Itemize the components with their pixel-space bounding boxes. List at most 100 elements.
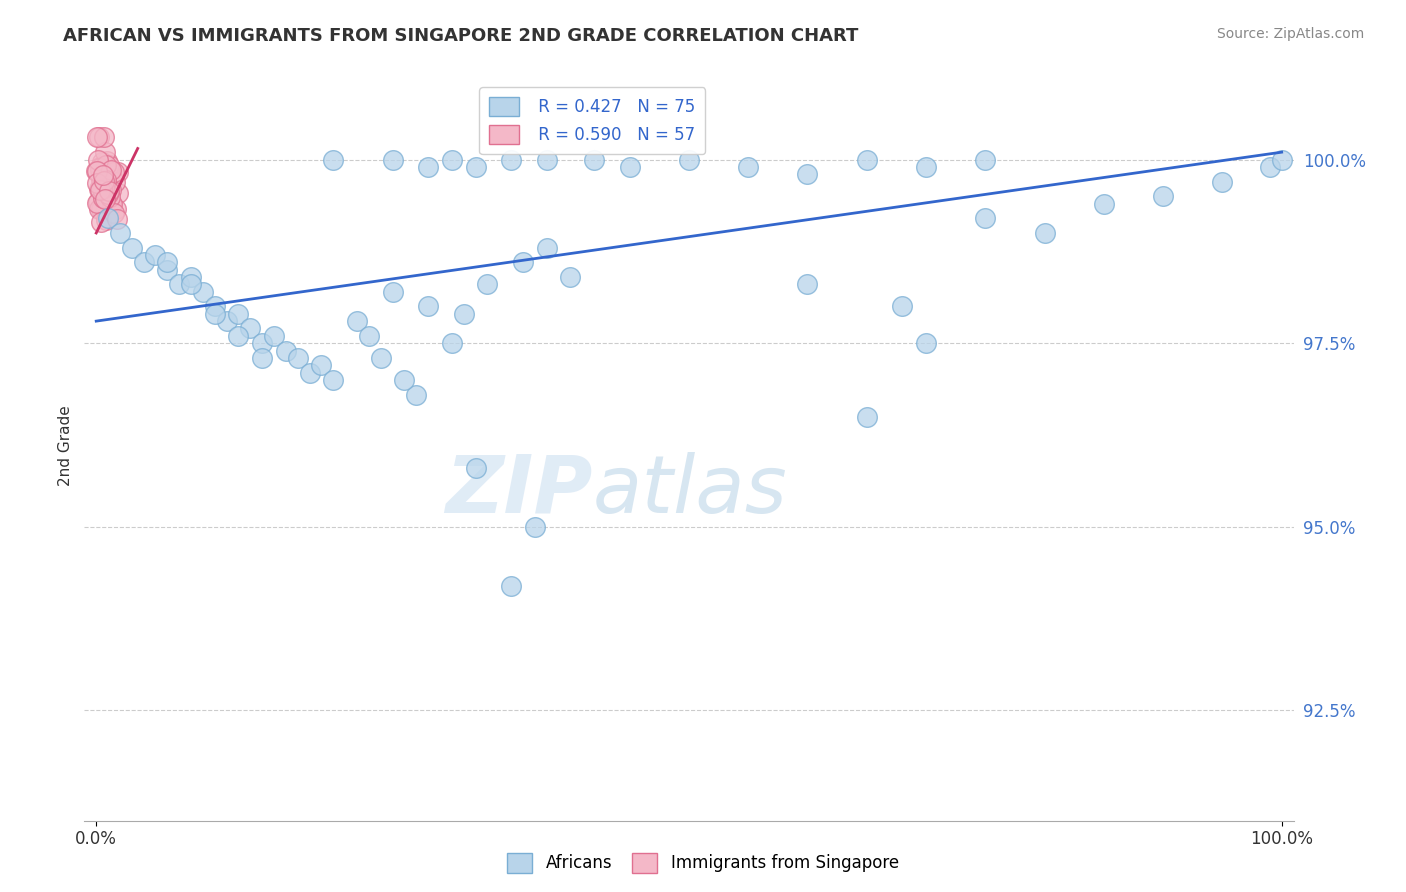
Point bbox=[796, 167, 818, 181]
Point bbox=[91, 154, 114, 169]
Point bbox=[100, 195, 122, 210]
Point bbox=[94, 162, 117, 177]
Point bbox=[93, 181, 115, 195]
Point bbox=[322, 373, 344, 387]
Point bbox=[98, 184, 121, 198]
Point bbox=[418, 300, 440, 314]
Point bbox=[89, 163, 111, 178]
Point bbox=[104, 202, 127, 217]
Point bbox=[87, 153, 110, 168]
Point bbox=[100, 163, 122, 178]
Point bbox=[464, 461, 486, 475]
Point bbox=[86, 195, 108, 210]
Point bbox=[93, 189, 115, 203]
Point bbox=[381, 153, 404, 167]
Point bbox=[263, 328, 285, 343]
Point bbox=[250, 336, 273, 351]
Point bbox=[107, 164, 129, 178]
Text: ZIP: ZIP bbox=[444, 452, 592, 530]
Point bbox=[98, 190, 121, 204]
Point bbox=[215, 314, 238, 328]
Point bbox=[105, 211, 128, 226]
Point bbox=[523, 520, 546, 534]
Point bbox=[108, 226, 131, 240]
Point bbox=[103, 165, 125, 179]
Point bbox=[90, 182, 112, 196]
Point bbox=[512, 255, 534, 269]
Point bbox=[1211, 175, 1233, 189]
Point bbox=[440, 153, 463, 167]
Point bbox=[477, 277, 499, 292]
Point bbox=[89, 183, 111, 197]
Point bbox=[346, 314, 368, 328]
Point bbox=[1258, 160, 1281, 174]
Point bbox=[191, 285, 214, 299]
Point bbox=[501, 578, 523, 592]
Point bbox=[101, 197, 124, 211]
Point bbox=[91, 191, 114, 205]
Point bbox=[96, 158, 118, 172]
Point bbox=[915, 160, 938, 174]
Point bbox=[1152, 189, 1174, 203]
Point bbox=[90, 202, 112, 216]
Point bbox=[583, 153, 606, 167]
Point bbox=[86, 195, 108, 210]
Point bbox=[1092, 196, 1115, 211]
Point bbox=[737, 160, 759, 174]
Point bbox=[357, 328, 380, 343]
Text: AFRICAN VS IMMIGRANTS FROM SINGAPORE 2ND GRADE CORRELATION CHART: AFRICAN VS IMMIGRANTS FROM SINGAPORE 2ND… bbox=[63, 27, 859, 45]
Point bbox=[104, 175, 127, 189]
Y-axis label: 2nd Grade: 2nd Grade bbox=[58, 406, 73, 486]
Point bbox=[86, 176, 108, 190]
Point bbox=[180, 277, 202, 292]
Point bbox=[90, 173, 112, 187]
Point bbox=[464, 160, 486, 174]
Point bbox=[86, 130, 108, 145]
Point bbox=[440, 336, 463, 351]
Point bbox=[204, 300, 226, 314]
Point bbox=[93, 130, 115, 145]
Point bbox=[89, 160, 111, 174]
Point bbox=[103, 206, 125, 220]
Point bbox=[97, 158, 120, 172]
Point bbox=[96, 153, 118, 168]
Legend:  R = 0.427   N = 75,  R = 0.590   N = 57: R = 0.427 N = 75, R = 0.590 N = 57 bbox=[479, 87, 704, 154]
Point bbox=[93, 179, 115, 194]
Point bbox=[287, 351, 309, 365]
Point bbox=[1271, 153, 1294, 167]
Point bbox=[87, 130, 110, 145]
Point bbox=[619, 160, 641, 174]
Point bbox=[94, 213, 117, 227]
Point bbox=[274, 343, 297, 358]
Point bbox=[87, 202, 110, 216]
Point bbox=[298, 366, 321, 380]
Point bbox=[180, 270, 202, 285]
Point bbox=[145, 248, 167, 262]
Point bbox=[855, 409, 877, 424]
Point bbox=[536, 241, 558, 255]
Text: atlas: atlas bbox=[592, 452, 787, 530]
Point bbox=[855, 153, 877, 167]
Point bbox=[322, 153, 344, 167]
Point bbox=[90, 167, 112, 181]
Point bbox=[405, 387, 427, 401]
Point bbox=[974, 153, 997, 167]
Point bbox=[94, 189, 117, 203]
Point bbox=[97, 211, 120, 226]
Point bbox=[96, 173, 118, 187]
Point bbox=[891, 300, 914, 314]
Point bbox=[121, 241, 143, 255]
Legend: Africans, Immigrants from Singapore: Africans, Immigrants from Singapore bbox=[501, 847, 905, 880]
Point bbox=[93, 174, 115, 188]
Point bbox=[94, 177, 117, 191]
Point bbox=[1033, 226, 1056, 240]
Point bbox=[97, 187, 120, 202]
Point bbox=[93, 204, 115, 219]
Point bbox=[94, 176, 117, 190]
Point bbox=[678, 153, 700, 167]
Point bbox=[418, 160, 440, 174]
Point bbox=[100, 183, 122, 197]
Point bbox=[204, 307, 226, 321]
Point bbox=[453, 307, 475, 321]
Point bbox=[228, 328, 250, 343]
